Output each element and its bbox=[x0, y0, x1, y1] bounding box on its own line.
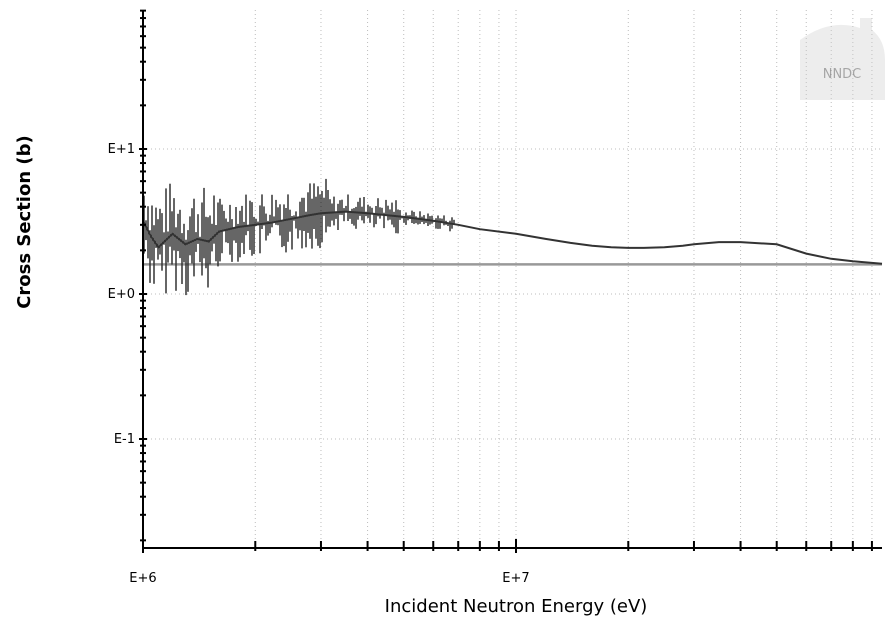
x-tick-label: E+7 bbox=[502, 571, 529, 586]
series-layer bbox=[142, 178, 883, 296]
y-axis-title: Cross Section (b) bbox=[14, 135, 35, 309]
axes bbox=[139, 9, 882, 553]
series-1-resonances bbox=[143, 178, 455, 296]
nndc-logo-text: NNDC bbox=[823, 67, 862, 82]
tick-labels: E+6 E+7 E+1 E+0 E-1 bbox=[108, 142, 530, 586]
grid bbox=[143, 10, 882, 548]
y-tick-label: E-1 bbox=[114, 432, 135, 447]
x-tick-label: E+6 bbox=[129, 571, 156, 586]
x-axis-title: Incident Neutron Energy (eV) bbox=[385, 596, 648, 617]
nndc-logo: NNDC bbox=[800, 18, 885, 100]
y-tick-label: E+0 bbox=[108, 287, 135, 302]
y-tick-label: E+1 bbox=[108, 142, 135, 157]
nndc-logo-shape bbox=[800, 18, 885, 100]
nndc-watermark: NNDC bbox=[800, 18, 885, 100]
